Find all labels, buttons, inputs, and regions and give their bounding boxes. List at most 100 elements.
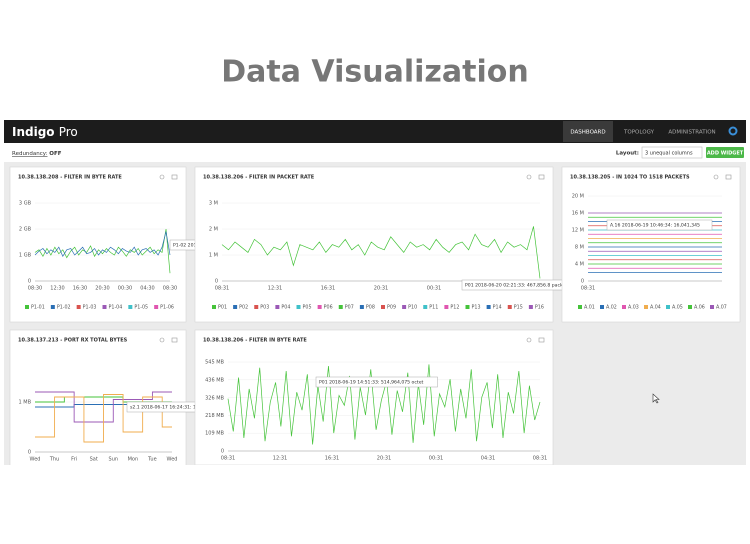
legend-label: P1-06 (160, 305, 174, 311)
legend-swatch (76, 305, 81, 309)
legend-label: P07 (345, 305, 354, 311)
x-tick-label: Thu (49, 457, 59, 463)
x-tick-label: Sun (109, 457, 119, 463)
tooltip-text: s2.1 2018-06-17 16:24:31: 1,235,941 byte… (130, 405, 231, 411)
widget-title: 10.38.138.208 - FILTER IN BYTE RATE (18, 175, 122, 181)
x-tick-label: 08:30 (28, 286, 42, 292)
x-tick-label: 00:30 (118, 286, 132, 292)
x-tick-label: 16:31 (321, 286, 335, 292)
x-tick-label: 12:31 (268, 286, 282, 292)
legend-label: P03 (260, 305, 269, 311)
widget-expand[interactable] (538, 174, 545, 180)
legend-label: A.06 (694, 305, 705, 311)
nav-tab[interactable]: TOPOLOGY (623, 130, 655, 136)
widget-expand[interactable] (725, 174, 732, 180)
widget-expand[interactable] (538, 337, 545, 343)
widget: 10.38.137.213 - PORT RX TOTAL BYTES 0 1 MB… (9, 329, 246, 465)
legend-label: P1-01 (31, 305, 45, 311)
legend-swatch (688, 305, 692, 309)
widget-card (194, 329, 554, 465)
legend-label: P05 (303, 305, 312, 311)
y-tick-label: 1 M (209, 253, 218, 259)
widget-settings[interactable] (526, 337, 532, 343)
brand-name: Indigo (12, 125, 55, 139)
y-tick-label: 436 MB (205, 377, 224, 383)
legend-label: A.03 (628, 305, 639, 311)
y-tick-label: 16 M (572, 211, 584, 217)
y-tick-label: 0 (28, 279, 31, 285)
legend-label: A.02 (606, 305, 617, 311)
y-tick-label: 2 GB (19, 227, 32, 233)
widget-settings[interactable] (159, 337, 165, 343)
widget: 10.38.138.206 - FILTER IN BYTE RATE 0 109 … (194, 329, 554, 465)
series-line (221, 226, 541, 279)
tooltip-text: P01 2018-06-19 14:51:33: 514,964,075 oct… (319, 380, 424, 386)
legend-swatch (507, 305, 512, 309)
legend-swatch (486, 305, 491, 309)
layout-value[interactable]: 3 unequal columns (645, 151, 693, 157)
x-tick-label: 12:30 (50, 286, 64, 292)
legend-label: P12 (450, 305, 459, 311)
redundancy-value: OFF (49, 151, 61, 157)
widget-settings[interactable] (526, 174, 532, 180)
legend-label: P1-02 (57, 305, 71, 311)
mouse-cursor (652, 393, 660, 404)
y-tick-label: 8 M (575, 245, 584, 251)
widget-title: 10.38.138.205 - IN 1024 TO 1518 PACKETS (570, 175, 690, 181)
legend-swatch (666, 305, 670, 309)
x-tick-label: 12:31 (273, 456, 287, 462)
x-tick-label: 08:31 (215, 286, 229, 292)
legend-swatch (402, 305, 407, 309)
legend-label: A.07 (716, 305, 727, 311)
legend-swatch (600, 305, 604, 309)
legend-label: P15 (514, 305, 523, 311)
x-tick-label: 08:30 (163, 286, 177, 292)
legend-label: P1-04 (109, 305, 123, 311)
y-tick-label: 0 (28, 450, 31, 456)
nav-tab[interactable]: ADMINISTRATION (668, 130, 715, 136)
toolbar (4, 143, 746, 162)
x-tick-label: 00:31 (427, 286, 441, 292)
legend-label: P1-03 (83, 305, 97, 311)
y-tick-label: 326 MB (205, 395, 224, 401)
settings-icon[interactable] (728, 126, 738, 136)
widget: 10.38.138.205 - IN 1024 TO 1518 PACKETS 0… (561, 166, 741, 323)
widget-title: 10.38.138.206 - FILTER IN BYTE RATE (203, 338, 307, 344)
y-tick-label: 1 MB (18, 400, 31, 406)
x-tick-label: 00:31 (429, 456, 443, 462)
widget-title: 10.38.137.213 - PORT RX TOTAL BYTES (18, 338, 128, 344)
series-line (34, 231, 171, 258)
y-tick-label: 545 MB (205, 360, 224, 366)
widget-card (9, 166, 187, 323)
widget-settings[interactable] (159, 174, 165, 180)
x-tick-label: Sat (90, 457, 98, 463)
add-widget-button[interactable] (706, 147, 744, 158)
widget-expand[interactable] (171, 174, 178, 180)
y-tick-label: 20 M (572, 194, 584, 200)
legend-swatch (154, 305, 159, 309)
x-tick-label: Mon (128, 457, 139, 463)
legend-swatch (710, 305, 714, 309)
widget-card (561, 166, 741, 323)
nav-tab[interactable]: DASHBOARD (570, 130, 605, 136)
y-tick-label: 1 GB (19, 253, 32, 259)
widget-expand[interactable] (171, 337, 178, 343)
legend-label: P16 (535, 305, 544, 311)
x-tick-label: 08:31 (533, 456, 547, 462)
tooltip-box (315, 376, 438, 388)
legend-swatch (233, 305, 238, 309)
legend-swatch (644, 305, 648, 309)
legend-label: P14 (493, 305, 502, 311)
series-line (227, 364, 541, 445)
tooltip-text: P01 2018-06-20 02:21:33: 467,856.8 packe… (465, 283, 570, 289)
layout-select[interactable] (641, 146, 703, 159)
x-tick-label: 20:31 (374, 286, 388, 292)
series-line (35, 391, 172, 423)
widget-settings[interactable] (713, 174, 719, 180)
add-widget-label[interactable]: ADD WIDGET (707, 151, 744, 157)
legend-swatch (444, 305, 449, 309)
legend-swatch (254, 305, 259, 309)
legend-swatch (50, 305, 55, 309)
redundancy: Redundancy: OFF (12, 151, 62, 157)
